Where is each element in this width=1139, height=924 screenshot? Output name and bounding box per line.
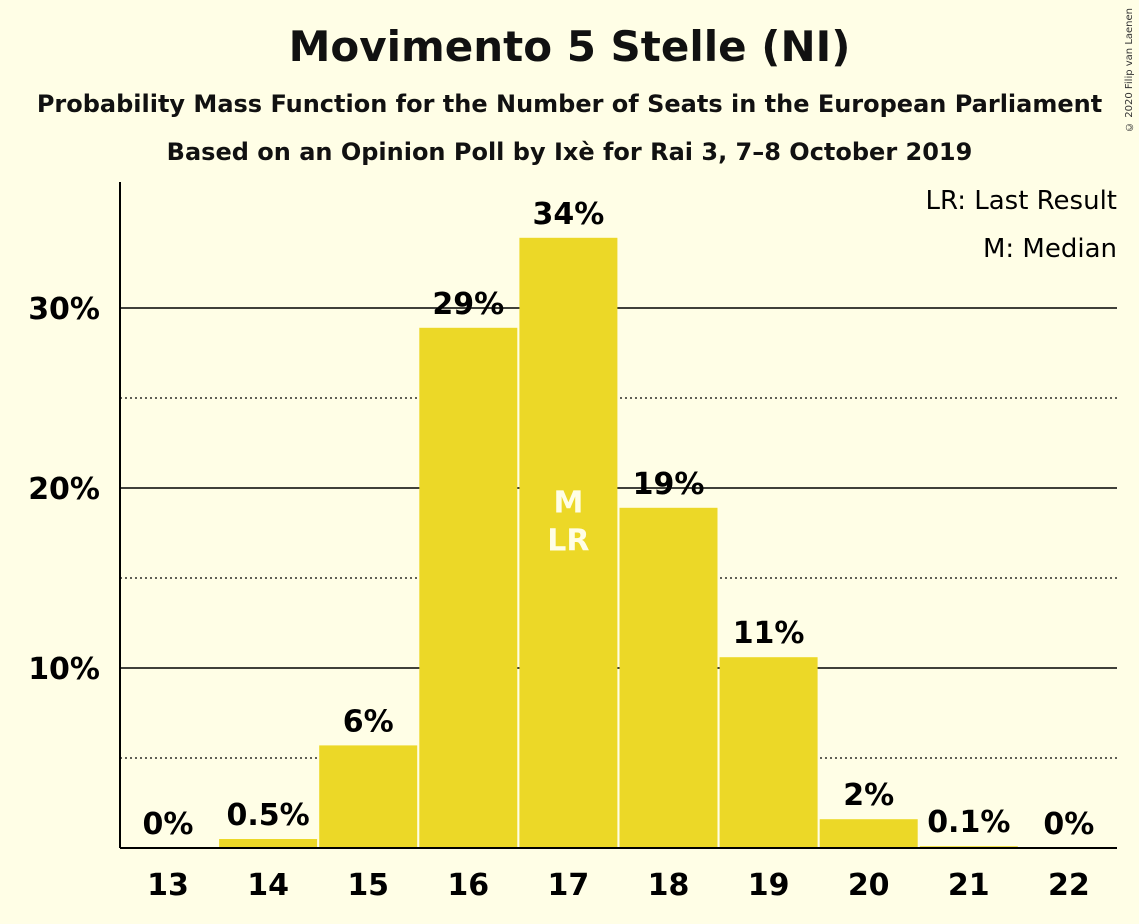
bar (719, 657, 818, 848)
chart-source-subtitle: Based on an Opinion Poll by Ixè for Rai … (166, 138, 973, 166)
bar (619, 507, 718, 848)
x-tick-label: 14 (247, 868, 289, 903)
data-label: 0.1% (927, 805, 1010, 840)
chart-subtitle: Probability Mass Function for the Number… (36, 90, 1103, 118)
y-tick-label: 30% (28, 292, 100, 327)
bar (219, 839, 318, 848)
data-labels: 0% 0.5% 6% 29% 34% MLR 19% 11% 2% 0.1% 0% (143, 197, 1095, 842)
data-label: 11% (733, 616, 805, 651)
y-tick-label: 20% (28, 472, 100, 507)
data-label: 2% (843, 778, 894, 813)
data-label: 29% (432, 287, 504, 322)
x-tick-label: 22 (1048, 868, 1090, 903)
y-tick-label: 10% (28, 652, 100, 687)
x-tick-label: 16 (447, 868, 489, 903)
bar (519, 237, 618, 849)
bar (419, 327, 518, 848)
last-result-marker: LR (547, 523, 589, 558)
bars (219, 237, 1018, 849)
data-label: 0.5% (226, 798, 309, 833)
x-tick-label: 21 (948, 868, 990, 903)
data-label: 34% (532, 197, 604, 232)
bar (319, 745, 418, 848)
x-tick-label: 13 (147, 868, 189, 903)
legend-median: M: Median (983, 234, 1117, 264)
bar (819, 819, 918, 848)
x-tick-label: 15 (347, 868, 389, 903)
legend-last-result: LR: Last Result (925, 186, 1117, 216)
data-label: 0% (143, 807, 194, 842)
data-label: 0% (1043, 807, 1094, 842)
median-marker: M (553, 485, 583, 520)
x-tick-label: 18 (648, 868, 690, 903)
data-label: 6% (343, 704, 394, 739)
chart-title: Movimento 5 Stelle (NI) (288, 22, 851, 71)
gridlines (120, 307, 1117, 759)
x-tick-label: 17 (548, 868, 590, 903)
data-label: 19% (633, 467, 705, 502)
x-tick-label: 20 (848, 868, 890, 903)
x-tick-label: 19 (748, 868, 790, 903)
axes: 10% 20% 30% 13 14 15 16 17 18 19 20 21 22 (28, 182, 1117, 903)
